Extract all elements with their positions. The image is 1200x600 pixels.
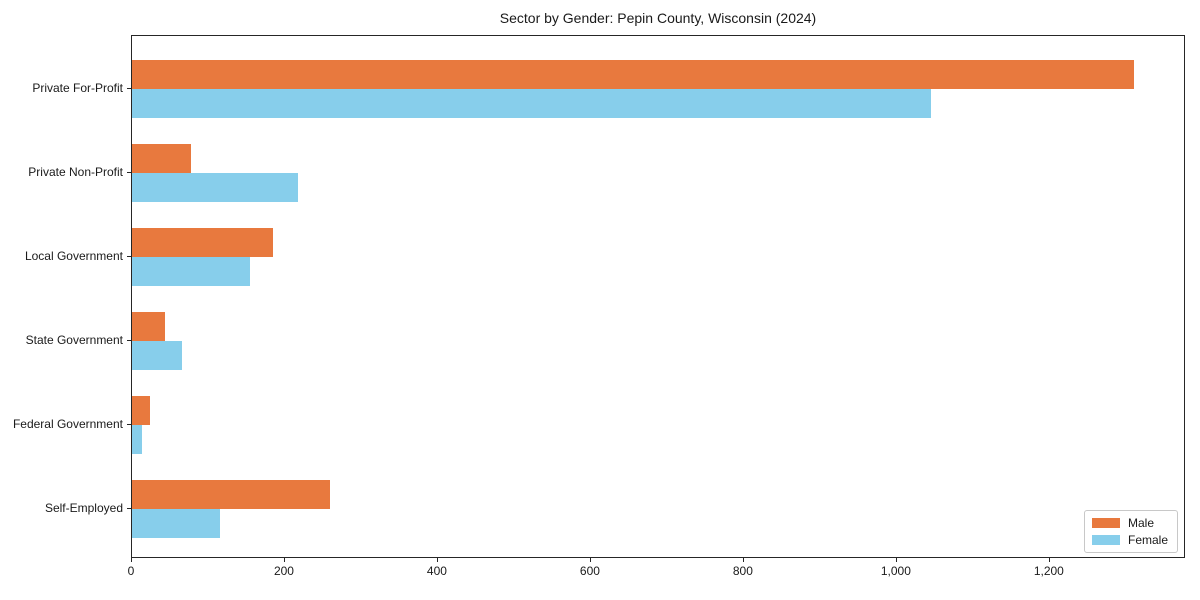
x-axis-tick-label: 800: [732, 564, 753, 578]
bar-male-private-non-profit: [132, 144, 191, 173]
legend-item-male: Male: [1091, 516, 1168, 530]
y-axis-label-local-government: Local Government: [24, 249, 123, 263]
bar-male-federal-government: [132, 396, 150, 425]
x-axis-tick: [742, 558, 744, 562]
legend: Male Female: [1083, 510, 1178, 553]
y-axis-label-private-non-profit: Private Non-Profit: [28, 165, 123, 179]
y-axis-tick: [127, 508, 131, 509]
y-axis-label-state-government: State Government: [25, 333, 123, 347]
y-axis-label-private-for-profit: Private For-Profit: [32, 81, 123, 95]
bar-male-private-for-profit: [132, 60, 1134, 89]
legend-swatch-female-icon: [1091, 535, 1120, 545]
bar-male-local-government: [132, 228, 274, 257]
bar-female-state-government: [132, 341, 182, 370]
x-axis-tick-label: 1,000: [880, 564, 911, 578]
x-axis-tick: [589, 558, 591, 562]
bar-female-self-employed: [132, 509, 220, 538]
y-axis-tick: [127, 88, 131, 89]
bar-female-local-government: [132, 257, 251, 286]
x-axis-tick-label: 200: [273, 564, 294, 578]
x-axis-tick: [131, 558, 132, 562]
x-axis-tick: [283, 558, 285, 562]
bar-female-federal-government: [132, 425, 142, 454]
y-axis-label-self-employed: Self-Employed: [44, 501, 123, 515]
y-axis-tick: [127, 256, 131, 257]
legend-label-female: Female: [1127, 533, 1168, 547]
y-axis-tick: [127, 172, 131, 173]
y-axis-label-federal-government: Federal Government: [12, 417, 123, 431]
x-axis-tick-label: 600: [579, 564, 600, 578]
legend-swatch-male-icon: [1091, 518, 1120, 528]
bar-male-state-government: [132, 312, 165, 341]
x-axis-tick: [895, 558, 897, 562]
x-axis-tick-label: 1,200: [1033, 564, 1064, 578]
legend-label-male: Male: [1127, 516, 1154, 530]
legend-item-female: Female: [1091, 533, 1168, 547]
y-axis-tick: [127, 340, 131, 341]
bar-female-private-for-profit: [132, 89, 932, 118]
chart-title: Sector by Gender: Pepin County, Wisconsi…: [499, 10, 817, 26]
bar-female-private-non-profit: [132, 173, 299, 202]
y-axis-tick: [127, 424, 131, 425]
bar-male-self-employed: [132, 480, 330, 509]
x-axis-tick-label: 0: [127, 564, 135, 578]
x-axis-tick: [436, 558, 438, 562]
x-axis-tick-label: 400: [426, 564, 447, 578]
x-axis-tick: [1048, 558, 1050, 562]
plot-area: Male Female: [131, 35, 1185, 558]
